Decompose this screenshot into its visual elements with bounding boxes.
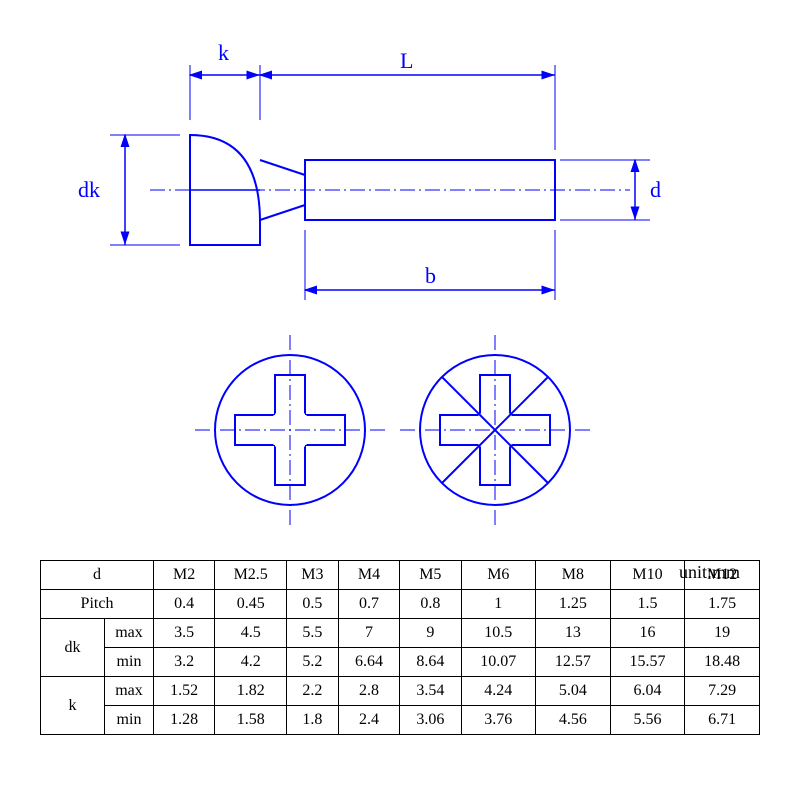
table-row: dk max 3.5 4.5 5.5 7 9 10.5 13 16 19 <box>41 619 760 648</box>
table-row: min 3.2 4.2 5.2 6.64 8.64 10.07 12.57 15… <box>41 648 760 677</box>
technical-diagram: k L dk d b <box>0 0 800 560</box>
header-d: d <box>41 561 154 590</box>
svg-text:k: k <box>218 40 229 65</box>
header-dk: dk <box>41 619 105 677</box>
svg-text:L: L <box>400 48 413 73</box>
svg-text:d: d <box>650 177 661 202</box>
table-row: d M2 M2.5 M3 M4 M5 M6 M8 M10 M12 <box>41 561 760 590</box>
header-pitch: Pitch <box>41 590 154 619</box>
svg-text:b: b <box>425 263 436 288</box>
svg-text:dk: dk <box>78 177 100 202</box>
unit-label: unit:mm <box>679 562 740 583</box>
table-row: min 1.28 1.58 1.8 2.4 3.06 3.76 4.56 5.5… <box>41 706 760 735</box>
table-row: k max 1.52 1.82 2.2 2.8 3.54 4.24 5.04 6… <box>41 677 760 706</box>
header-k: k <box>41 677 105 735</box>
table-row: Pitch 0.4 0.45 0.5 0.7 0.8 1 1.25 1.5 1.… <box>41 590 760 619</box>
spec-table: d M2 M2.5 M3 M4 M5 M6 M8 M10 M12 Pitch 0… <box>40 560 760 735</box>
